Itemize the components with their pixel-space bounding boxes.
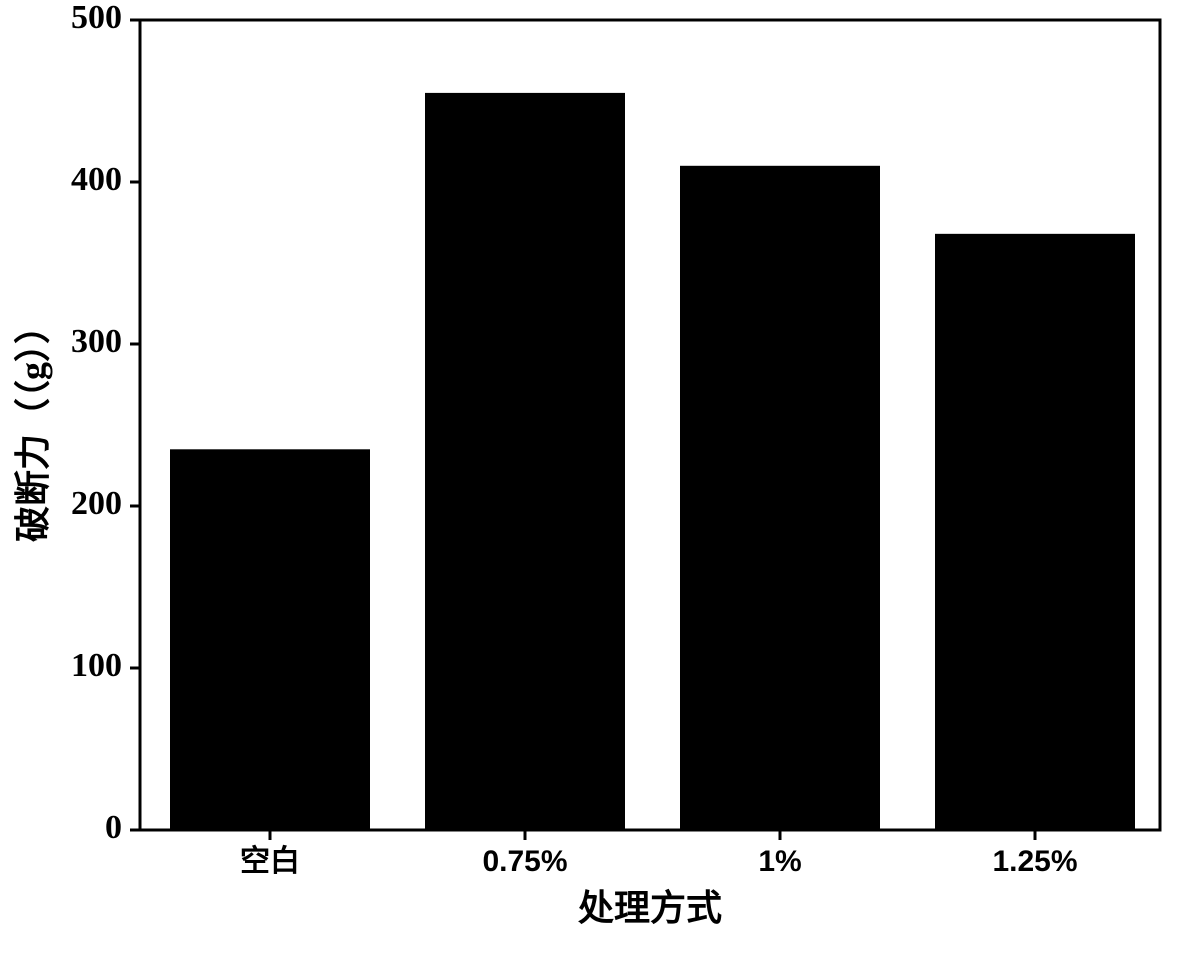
bar — [425, 93, 625, 830]
bar — [170, 449, 370, 830]
y-tick-label: 0 — [105, 809, 122, 846]
bar-chart: 0 100 200 300 400 500 空白 0.75% 1% 1.25% 处理方式 破断力（（g… — [0, 0, 1184, 980]
bar — [935, 234, 1135, 830]
x-tick-label: 0.75% — [482, 845, 567, 878]
y-tick-label: 300 — [71, 323, 122, 360]
y-tick-label: 100 — [71, 647, 122, 684]
x-tick-label: 空白 — [240, 845, 300, 878]
bar — [680, 166, 880, 830]
chart-svg: 0 100 200 300 400 500 空白 0.75% 1% 1.25% 处理方式 破断力（（g… — [0, 0, 1184, 980]
y-tick-label: 500 — [71, 0, 122, 36]
x-tick-label: 1.25% — [992, 845, 1077, 878]
x-axis-label: 处理方式 — [578, 888, 722, 928]
x-tick-label: 1% — [758, 845, 801, 878]
y-tick-label: 200 — [71, 485, 122, 522]
y-axis-label: 破断力（（g）） — [13, 308, 53, 542]
y-tick-label: 400 — [71, 161, 122, 198]
